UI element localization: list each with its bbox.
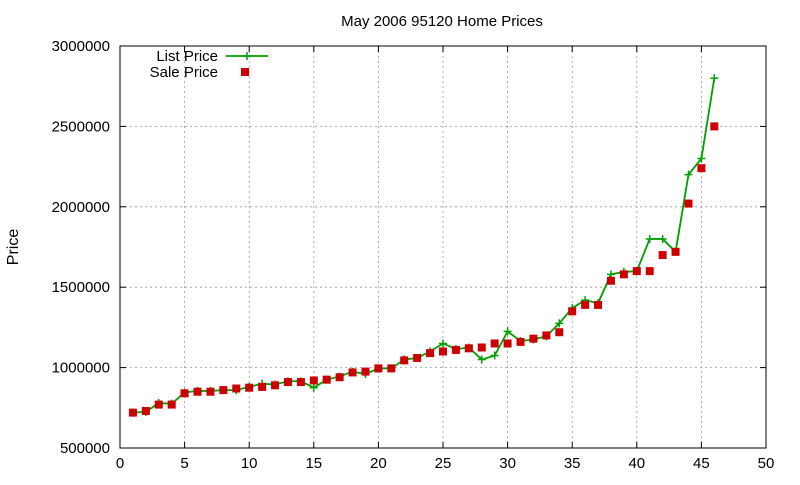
sale-price-point xyxy=(658,251,667,260)
x-tick-label: 35 xyxy=(564,455,581,472)
sale-price-point xyxy=(361,367,370,376)
x-tick-label: 45 xyxy=(693,455,710,472)
sale-price-point xyxy=(464,344,473,353)
sale-price-point xyxy=(503,339,512,348)
series-1 xyxy=(128,122,719,417)
sale-price-point xyxy=(632,267,641,276)
y-tick-label: 1000000 xyxy=(52,360,110,377)
y-tick-label: 1500000 xyxy=(52,279,110,296)
x-tick-label: 5 xyxy=(180,455,188,472)
legend-cross-sample xyxy=(243,52,251,60)
list-price-line xyxy=(132,78,716,414)
sale-price-point xyxy=(400,356,409,365)
list-price-point xyxy=(697,154,706,163)
sale-price-point xyxy=(283,378,292,387)
sale-price-point xyxy=(594,300,603,309)
ticks: 0 5 10 15 20 25 30 35 40 45 50 500000 1000000 1500000… xyxy=(52,38,775,472)
sale-price-point xyxy=(619,270,628,279)
sale-price-point xyxy=(219,386,228,395)
x-tick-label: 10 xyxy=(241,455,258,472)
y-tick-label: 500000 xyxy=(60,440,110,457)
sale-price-point xyxy=(413,353,422,362)
sale-price-point xyxy=(258,382,267,391)
x-tick-label: 15 xyxy=(305,455,322,472)
list-price-point xyxy=(710,74,719,83)
x-tick-label: 20 xyxy=(370,455,387,472)
sale-price-point xyxy=(271,381,280,390)
sale-price-point xyxy=(154,400,163,409)
sale-price-point xyxy=(568,307,577,316)
x-tick-label: 25 xyxy=(435,455,452,472)
sale-price-point xyxy=(529,334,538,343)
sale-price-point xyxy=(581,300,590,309)
sale-price-point xyxy=(128,408,137,417)
list-price-point xyxy=(490,351,499,360)
list-price-point xyxy=(684,170,693,179)
y-tick-label: 2500000 xyxy=(52,118,110,135)
list-price-point xyxy=(658,234,667,243)
sale-price-point xyxy=(606,276,615,285)
list-price-point xyxy=(555,319,564,328)
sale-price-point xyxy=(206,387,215,396)
legend-label: Sale Price xyxy=(150,64,218,81)
sale-price-point xyxy=(671,247,680,256)
list-price-point xyxy=(645,234,654,243)
sale-price-point xyxy=(542,331,551,340)
sale-price-point xyxy=(555,328,564,337)
sale-price-point xyxy=(684,199,693,208)
sale-price-point xyxy=(710,122,719,131)
sale-price-point xyxy=(245,383,254,392)
sale-price-point xyxy=(516,337,525,346)
sale-price-point xyxy=(451,345,460,354)
legend-square-sample xyxy=(241,68,249,76)
sale-price-point xyxy=(477,343,486,352)
x-tick-label: 30 xyxy=(499,455,516,472)
grid xyxy=(120,46,766,448)
sale-price-point xyxy=(374,364,383,373)
sale-price-point xyxy=(180,389,189,398)
list-price-point xyxy=(503,327,512,336)
list-price-point xyxy=(439,339,447,348)
list-price-point xyxy=(309,383,318,392)
sale-price-point xyxy=(322,375,331,384)
sale-price-point xyxy=(296,378,305,387)
x-tick-label: 50 xyxy=(758,455,775,472)
list-price-point xyxy=(477,355,486,364)
y-axis-label: Price xyxy=(5,229,22,266)
sale-price-point xyxy=(426,349,435,358)
sale-price-point xyxy=(348,368,357,377)
sale-price-point xyxy=(335,373,344,382)
sale-price-point xyxy=(193,387,202,396)
x-tick-label: 40 xyxy=(628,455,645,472)
x-tick-label: 0 xyxy=(116,455,124,472)
sale-price-point xyxy=(697,164,706,173)
y-tick-label: 2000000 xyxy=(52,199,110,216)
sale-price-point xyxy=(232,384,241,393)
y-tick-label: 3000000 xyxy=(52,38,110,55)
series-0 xyxy=(128,74,719,417)
sale-price-point xyxy=(141,407,150,416)
legend-label: List Price xyxy=(156,48,218,65)
chart-title: May 2006 95120 Home Prices xyxy=(341,13,543,30)
sale-price-point xyxy=(439,347,447,356)
sale-price-point xyxy=(490,339,499,348)
sale-price-point xyxy=(645,267,654,276)
sale-price-point xyxy=(167,400,176,409)
sale-price-point xyxy=(309,376,318,385)
series-layer xyxy=(128,74,719,417)
sale-price-point xyxy=(387,364,396,373)
